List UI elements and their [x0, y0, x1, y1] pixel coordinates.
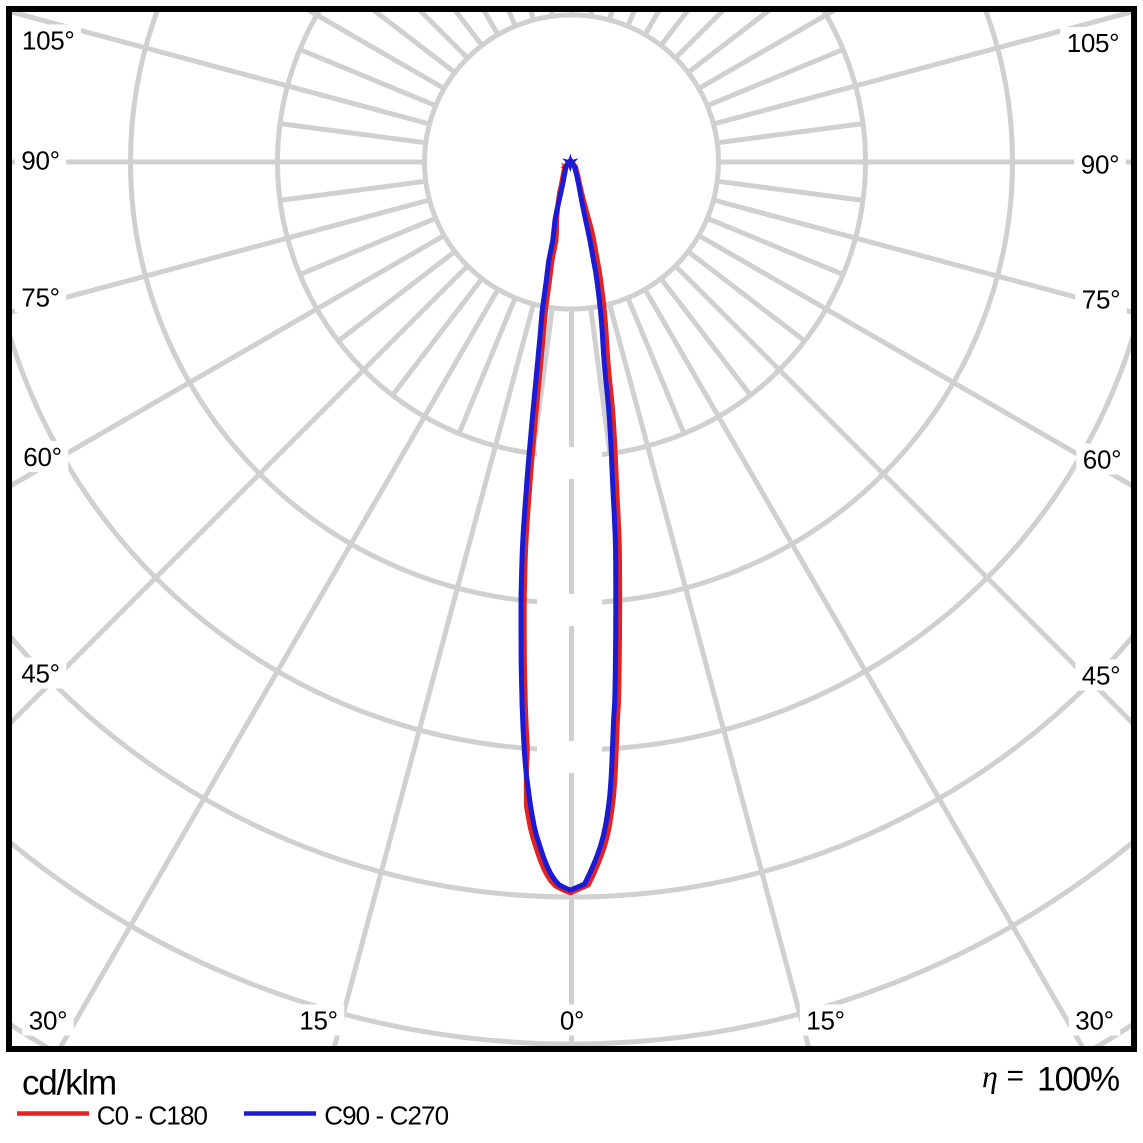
svg-text:15°: 15° [299, 1005, 337, 1035]
svg-text:=: = [1007, 1060, 1025, 1093]
svg-text:C0 - C180: C0 - C180 [97, 1101, 208, 1131]
svg-text:75°: 75° [21, 282, 59, 312]
svg-text:90°: 90° [21, 145, 59, 175]
svg-text:105°: 105° [22, 25, 75, 55]
svg-text:30°: 30° [29, 1005, 67, 1035]
svg-text:C90 - C270: C90 - C270 [324, 1101, 448, 1131]
svg-text:η: η [982, 1058, 998, 1094]
svg-text:105°: 105° [1067, 28, 1120, 58]
svg-text:75°: 75° [1082, 284, 1120, 314]
svg-text:30°: 30° [1075, 1005, 1113, 1035]
svg-text:60°: 60° [1083, 444, 1121, 474]
svg-text:100%: 100% [1037, 1061, 1120, 1099]
svg-text:45°: 45° [21, 658, 59, 688]
svg-text:cd/klm: cd/klm [22, 1064, 116, 1103]
svg-text:60°: 60° [23, 442, 61, 472]
svg-text:0°: 0° [560, 1005, 584, 1035]
svg-text:15°: 15° [806, 1005, 844, 1035]
svg-text:45°: 45° [1082, 660, 1120, 690]
svg-text:90°: 90° [1081, 149, 1119, 179]
